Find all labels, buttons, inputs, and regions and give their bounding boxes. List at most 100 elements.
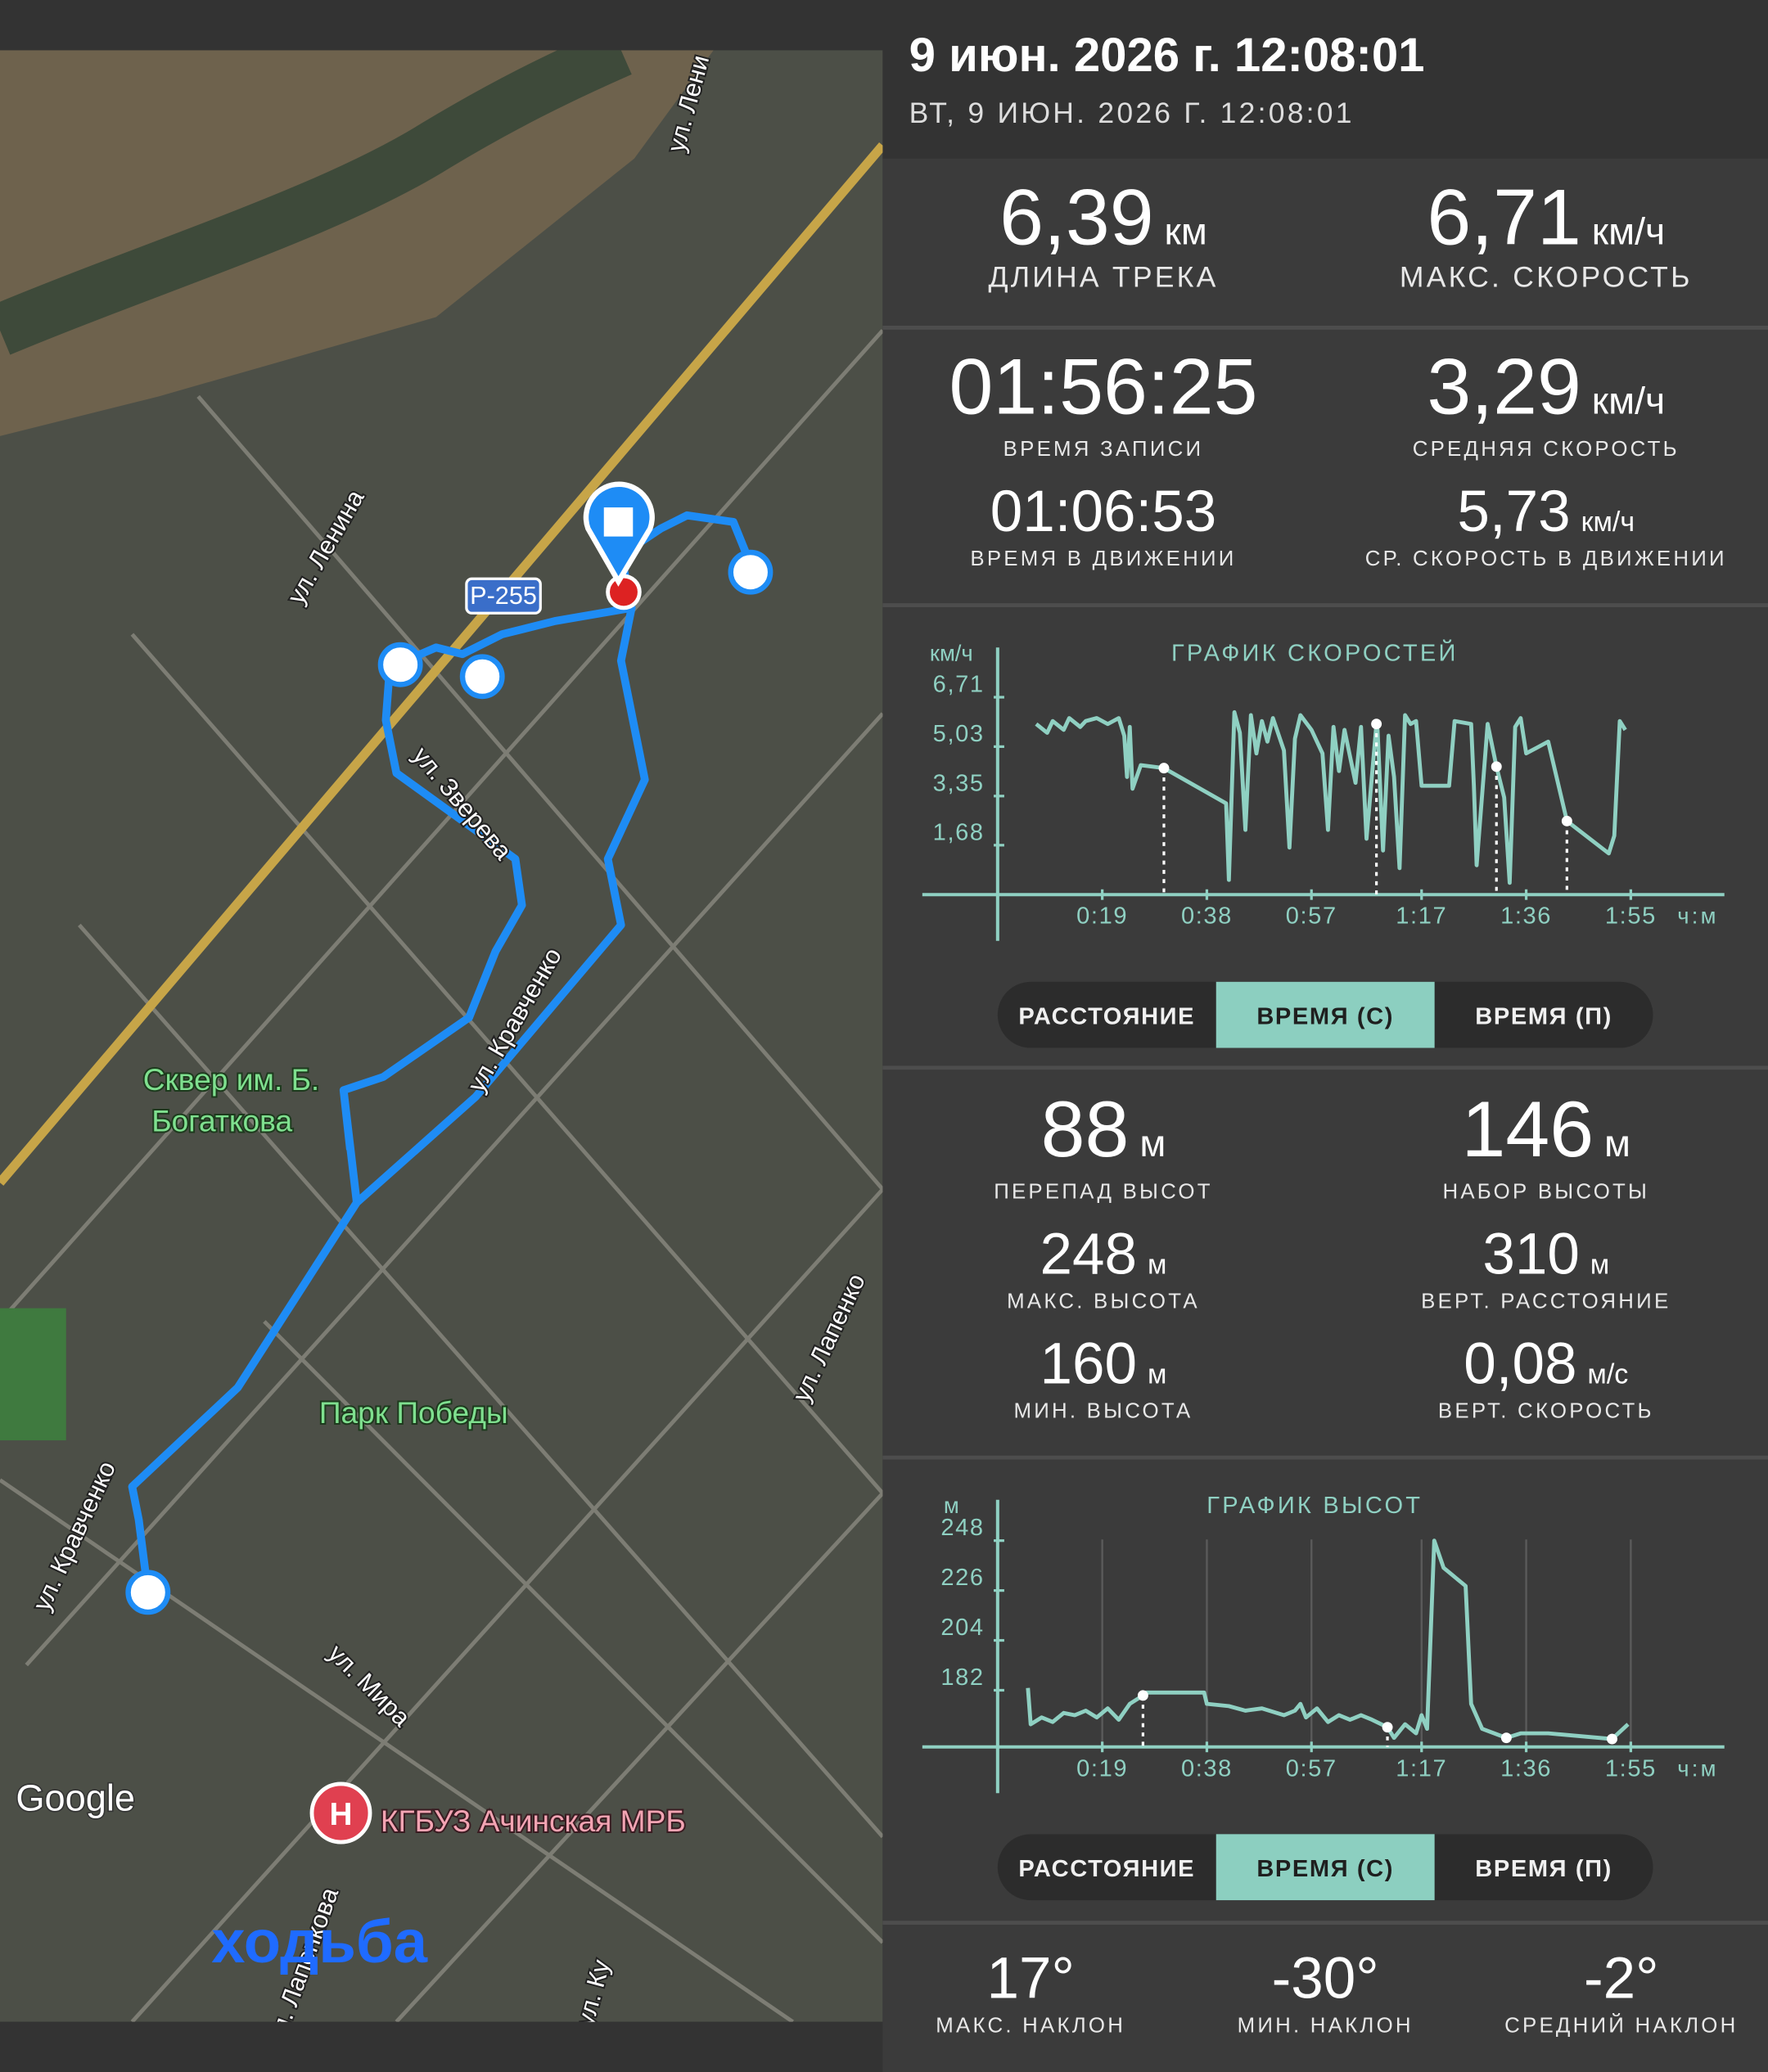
- road-badge: [465, 577, 542, 615]
- street-label: Р-255: [470, 582, 537, 610]
- segment-button[interactable]: РАССТОЯНИЕ: [1018, 1856, 1195, 1882]
- x-tick-label: 1:36: [1500, 1755, 1552, 1781]
- park-label: Богаткова: [151, 1103, 292, 1137]
- stat-unit: м: [1148, 1250, 1166, 1281]
- x-unit: ч:м: [1677, 1755, 1718, 1781]
- stat-unit: м: [1590, 1250, 1609, 1281]
- stat-number: 01:06:53: [990, 480, 1216, 544]
- stat-label: ВЕРТ. РАССТОЯНИЕ: [1421, 1290, 1671, 1313]
- stat-value: 6,39 км: [999, 173, 1207, 262]
- pause-marker: [1607, 1733, 1617, 1745]
- x-tick-label: 0:38: [1181, 1755, 1233, 1781]
- segment-button[interactable]: ВРЕМЯ (С): [1256, 1856, 1394, 1882]
- stadium: [0, 1308, 66, 1441]
- segment-selected[interactable]: [1216, 981, 1435, 1048]
- stat-value: 6,71 км/ч: [1427, 173, 1665, 262]
- pause-marker: [1158, 763, 1170, 774]
- pause-marker: [1500, 1732, 1512, 1744]
- stat-label: ВРЕМЯ ЗАПИСИ: [1004, 438, 1204, 461]
- y-tick-label: 226: [940, 1565, 984, 1591]
- pause-marker: [1491, 761, 1502, 772]
- stat-label: ДЛИНА ТРЕКА: [988, 260, 1218, 293]
- park-label: Сквер им. Б.: [143, 1062, 320, 1097]
- hospital-label: КГБУЗ Ачинская МРБ: [381, 1804, 686, 1838]
- hospital-icon: Н: [330, 1797, 353, 1832]
- stat-unit: км: [1165, 210, 1207, 253]
- stat-value: 0,08 м/с: [1464, 1332, 1628, 1397]
- stat-label: МАКС. ВЫСОТА: [1007, 1290, 1200, 1313]
- stat-value: -30°: [1272, 1947, 1379, 2011]
- y-tick-label: 1,68: [933, 819, 985, 845]
- x-tick-label: 0:19: [1076, 903, 1128, 930]
- stat-label: СР. СКОРОСТЬ В ДВИЖЕНИИ: [1365, 547, 1727, 570]
- y-tick-label: 204: [940, 1615, 984, 1641]
- stats-panel: [882, 158, 1768, 2072]
- x-tick-label: 0:57: [1286, 1755, 1337, 1781]
- stat-unit: км/ч: [1581, 507, 1635, 538]
- stat-number: -2°: [1584, 1947, 1659, 2011]
- stat-label: СРЕДНЯЯ СКОРОСТЬ: [1413, 438, 1680, 461]
- subtitle: ВТ, 9 ИЮН. 2026 Г. 12:08:01: [909, 97, 1355, 129]
- stat-value: 160 м: [1040, 1332, 1167, 1397]
- stat-value: 01:06:53: [990, 480, 1216, 544]
- stat-number: 6,39: [999, 173, 1154, 262]
- data-line: [1026, 1538, 1630, 1741]
- valley: [0, 50, 714, 436]
- stat-number: 146: [1462, 1084, 1594, 1173]
- google-logo: Google: [16, 1777, 135, 1818]
- stat-number: 88: [1041, 1084, 1130, 1173]
- stat-unit: км/ч: [1592, 379, 1665, 421]
- end-pin: [606, 574, 642, 610]
- stat-label: МИН. ВЫСОТА: [1013, 1400, 1193, 1423]
- stat-value: 146 м: [1462, 1084, 1630, 1173]
- segment-button[interactable]: ВРЕМЯ (П): [1475, 1856, 1612, 1882]
- stat-label: МИН. НАКЛОН: [1238, 2015, 1414, 2038]
- stat-number: 3,29: [1427, 341, 1581, 430]
- stat-label: МАКС. СКОРОСТЬ: [1400, 260, 1693, 293]
- x-unit: ч:м: [1677, 903, 1718, 929]
- stat-number: 248: [1040, 1223, 1137, 1287]
- x-tick-label: 1:17: [1396, 1755, 1447, 1781]
- stat-label: МАКС. НАКЛОН: [936, 2015, 1125, 2038]
- x-tick-label: 1:55: [1605, 1755, 1657, 1781]
- title: 9 июн. 2026 г. 12:08:01: [909, 29, 1425, 82]
- y-unit: км/ч: [930, 640, 973, 665]
- stat-unit: м/с: [1587, 1359, 1628, 1390]
- stat-value: 3,29 км/ч: [1427, 341, 1665, 430]
- pin-icon: [603, 507, 634, 537]
- stat-value: -2°: [1584, 1947, 1659, 2011]
- stat-unit: м: [1604, 1122, 1630, 1164]
- segment-button[interactable]: РАССТОЯНИЕ: [1018, 1003, 1195, 1029]
- segment-button[interactable]: ВРЕМЯ (П): [1475, 1003, 1612, 1029]
- hospital-icon-bg: [309, 1781, 372, 1845]
- stat-number: 160: [1040, 1332, 1137, 1397]
- pause-marker: [1371, 718, 1382, 730]
- stat-label: ВРЕМЯ В ДВИЖЕНИИ: [970, 547, 1236, 570]
- y-tick-label: 6,71: [933, 672, 985, 698]
- stat-unit: км/ч: [1592, 210, 1665, 253]
- stat-number: 5,73: [1457, 480, 1570, 544]
- x-tick-label: 0:19: [1076, 1755, 1128, 1781]
- stat-number: -30°: [1272, 1947, 1379, 2011]
- segment-button[interactable]: ВРЕМЯ (С): [1256, 1003, 1394, 1029]
- stat-label: ВЕРТ. СКОРОСТЬ: [1438, 1400, 1654, 1423]
- stat-number: 0,08: [1464, 1332, 1576, 1397]
- stat-value: 88 м: [1041, 1084, 1166, 1173]
- y-tick-label: 248: [940, 1515, 984, 1541]
- pause-marker: [1561, 815, 1572, 827]
- river: [0, 50, 632, 355]
- stat-unit: м: [1148, 1359, 1166, 1390]
- chart-title: ГРАФИК СКОРОСТЕЙ: [1171, 638, 1459, 666]
- chart-title: ГРАФИК ВЫСОТ: [1206, 1493, 1423, 1519]
- segment-selected[interactable]: [1216, 1834, 1435, 1901]
- data-line: [1035, 709, 1627, 885]
- x-tick-label: 0:38: [1181, 903, 1233, 930]
- activity-label: ходьба: [211, 1908, 427, 1975]
- x-tick-label: 0:57: [1286, 903, 1337, 930]
- stat-value: 310 м: [1482, 1223, 1609, 1287]
- stat-value: 5,73 км/ч: [1457, 480, 1635, 544]
- stat-value: 01:56:25: [949, 341, 1257, 430]
